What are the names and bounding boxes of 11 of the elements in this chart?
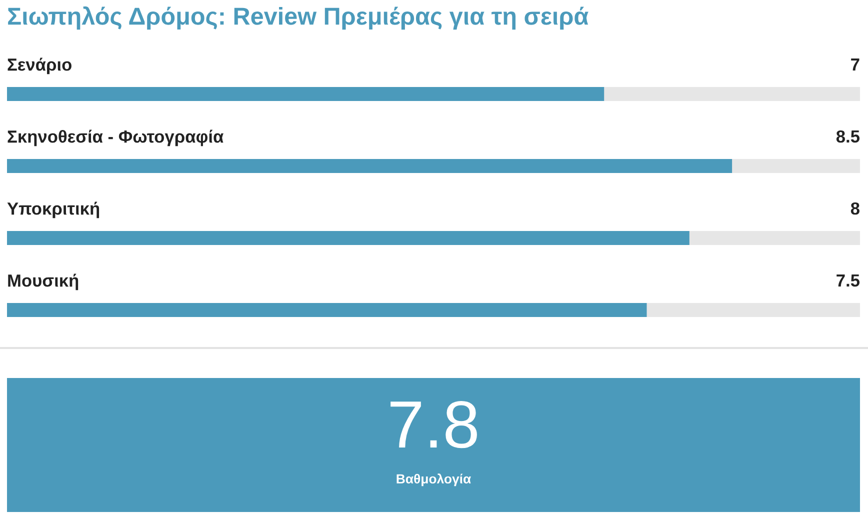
y-tick-label: Υποκριτική bbox=[7, 202, 100, 218]
chart-title: Σιωπηλός Δρόμος: Review Πρεμιέρας για τη σειρά bbox=[8, 6, 588, 30]
data-label: 8.5 bbox=[836, 130, 860, 143]
y-tick-label: Σενάριο bbox=[8, 58, 72, 74]
data-label: 7 bbox=[851, 58, 860, 70]
data-label: 8 bbox=[850, 202, 860, 215]
data-label: 7.5 bbox=[836, 274, 860, 287]
data-label: 7.8 bbox=[390, 400, 477, 448]
category-label: Βαθμολογία bbox=[396, 474, 471, 486]
y-tick-label: Σκηνοθεσία - Φωτογραφία bbox=[8, 130, 224, 146]
y-tick-label: Μουσική bbox=[8, 274, 78, 290]
